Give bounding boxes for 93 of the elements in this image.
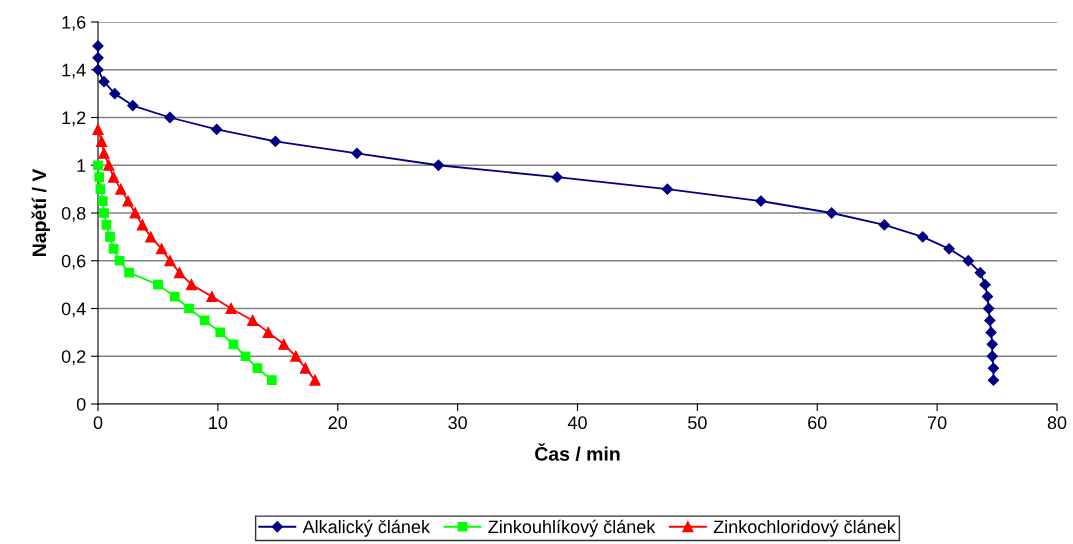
- point: [269, 135, 282, 147]
- y-tick-label: 0,2: [61, 350, 86, 366]
- point: [206, 291, 218, 303]
- x-tick-label: 80: [1047, 416, 1067, 430]
- point: [262, 326, 274, 338]
- point: [266, 375, 277, 385]
- legend-label: Alkalický článek: [302, 519, 431, 537]
- point: [215, 327, 226, 338]
- x-tick-label: 70: [928, 416, 947, 430]
- point: [551, 171, 563, 183]
- legend-label: Zinkochloridový článek: [713, 519, 896, 537]
- point: [979, 279, 991, 291]
- point: [252, 363, 263, 374]
- point: [153, 279, 163, 290]
- point: [169, 291, 180, 302]
- y-tick-label: 1,4: [62, 63, 86, 79]
- y-tick-label: 0: [76, 397, 86, 411]
- point: [96, 135, 108, 147]
- point: [136, 219, 148, 231]
- x-tick-label: 10: [209, 416, 228, 430]
- point: [109, 88, 121, 100]
- point: [145, 231, 157, 243]
- point: [962, 255, 974, 267]
- point: [299, 362, 311, 374]
- point: [986, 350, 998, 362]
- point: [127, 99, 139, 112]
- point: [225, 302, 237, 315]
- y-axis-title: Napětí / V: [31, 168, 50, 256]
- point: [155, 243, 168, 255]
- x-tick-label: 60: [808, 416, 827, 430]
- y-tick-label: 1: [77, 159, 86, 172]
- point: [108, 243, 119, 254]
- x-tick-label: 40: [567, 416, 587, 430]
- point: [164, 255, 176, 267]
- point: [986, 338, 998, 350]
- point: [228, 339, 239, 350]
- point: [114, 255, 125, 266]
- point: [309, 374, 321, 386]
- point: [984, 314, 996, 327]
- point: [878, 219, 890, 231]
- point: [98, 147, 110, 159]
- point: [92, 123, 104, 135]
- x-tick-label: 0: [93, 416, 103, 430]
- x-tick-label: 20: [328, 416, 348, 430]
- point: [943, 243, 955, 255]
- x-axis-title: Čas / min: [535, 443, 620, 462]
- point: [981, 290, 994, 303]
- point: [122, 195, 134, 207]
- point: [755, 195, 767, 207]
- point: [290, 350, 302, 362]
- point: [240, 351, 251, 362]
- point: [129, 207, 141, 219]
- point: [108, 171, 120, 183]
- point: [199, 315, 210, 326]
- point: [98, 76, 110, 88]
- point: [92, 64, 104, 76]
- point: [94, 172, 105, 183]
- point: [983, 302, 995, 315]
- point: [95, 184, 106, 194]
- y-tick-label: 0,6: [61, 254, 86, 270]
- point: [211, 123, 223, 136]
- point: [974, 267, 986, 279]
- point: [432, 159, 445, 171]
- point: [987, 374, 1000, 386]
- legend-label: Zinkouhlíkový článek: [488, 519, 656, 537]
- point: [99, 208, 109, 218]
- y-tick-label: 1,2: [62, 111, 86, 127]
- point: [185, 279, 198, 291]
- point: [278, 338, 290, 350]
- x-tick-label: 30: [448, 416, 467, 430]
- point: [105, 232, 115, 242]
- point: [247, 314, 259, 326]
- point: [92, 40, 104, 52]
- point: [92, 52, 104, 64]
- point: [124, 267, 135, 278]
- y-tick-label: 1,6: [62, 15, 86, 31]
- point: [351, 147, 363, 159]
- point: [103, 159, 115, 171]
- y-tick-label: 0,8: [61, 206, 86, 222]
- point: [101, 220, 112, 230]
- point: [826, 207, 838, 219]
- point: [97, 196, 108, 206]
- point: [917, 231, 929, 243]
- point: [661, 183, 674, 195]
- point: [987, 362, 1000, 374]
- y-tick-label: 0,4: [61, 302, 86, 318]
- point: [985, 326, 997, 338]
- point: [184, 303, 194, 314]
- point: [173, 267, 186, 279]
- point: [115, 183, 127, 195]
- point: [93, 160, 103, 171]
- point: [164, 111, 176, 124]
- x-tick-label: 50: [688, 416, 707, 430]
